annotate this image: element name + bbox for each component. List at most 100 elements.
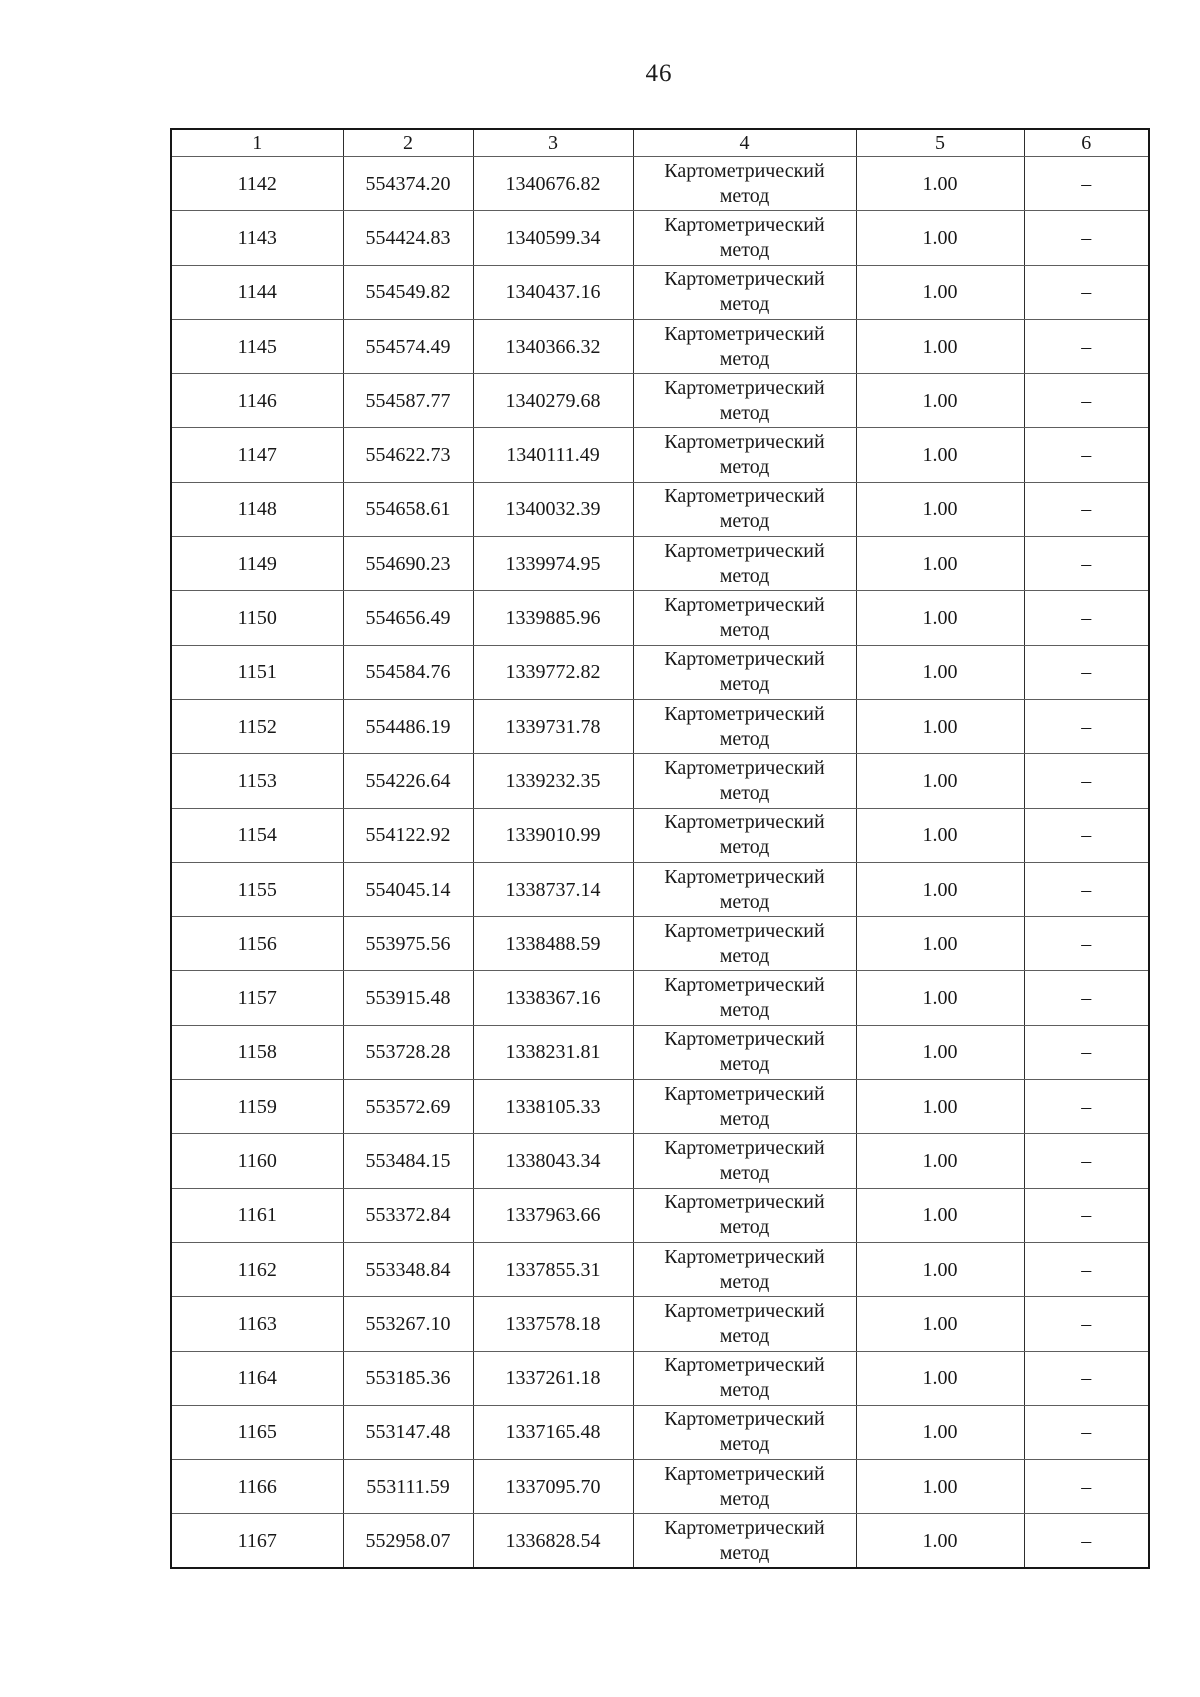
point-number-cell: 1145 [170, 318, 344, 375]
table-row: 1143 554424.83 1340599.34 Картометрический … [170, 210, 1150, 266]
coordinates-table: 1 2 3 4 5 6 1142 554374.20 1340676.82 Карто… [170, 128, 1150, 1570]
coordinate-y-cell: 1340032.39 [472, 481, 634, 538]
description-cell: – [1023, 481, 1150, 538]
coordinate-y-cell: 1336828.54 [472, 1513, 634, 1569]
precision-cell: 1.00 [855, 1187, 1025, 1243]
table-row: 1167 552958.07 1336828.54 Картометрический … [170, 1513, 1150, 1569]
coordinate-x-cell: 553267.10 [342, 1296, 474, 1352]
method-cell: Картометрический метод [632, 807, 857, 863]
coordinate-x-cell: 553185.36 [342, 1350, 474, 1406]
table-row: 1146 554587.77 1340279.68 Картометрический … [170, 373, 1150, 429]
point-number-cell: 1152 [170, 698, 344, 755]
point-number-cell: 1163 [170, 1296, 344, 1352]
coordinate-x-cell: 553147.48 [342, 1404, 474, 1461]
coordinate-x-cell: 553572.69 [342, 1079, 474, 1135]
method-cell: Картометрический метод [632, 753, 857, 809]
column-header-5: 5 [855, 128, 1025, 157]
description-cell: – [1023, 698, 1150, 755]
coordinate-y-cell: 1338367.16 [472, 970, 634, 1026]
table-row: 1161 553372.84 1337963.66 Картометрический … [170, 1187, 1150, 1243]
coordinate-x-cell: 554658.61 [342, 481, 474, 538]
coordinate-x-cell: 554374.20 [342, 155, 474, 212]
table-row: 1164 553185.36 1337261.18 Картометрический … [170, 1350, 1150, 1406]
coordinate-y-cell: 1337578.18 [472, 1296, 634, 1352]
precision-cell: 1.00 [855, 536, 1025, 592]
table-row: 1145 554574.49 1340366.32 Картометрический … [170, 318, 1150, 375]
point-number-cell: 1143 [170, 210, 344, 266]
point-number-cell: 1150 [170, 590, 344, 646]
point-number-cell: 1149 [170, 536, 344, 592]
coordinate-x-cell: 554486.19 [342, 698, 474, 755]
coordinate-y-cell: 1339885.96 [472, 590, 634, 646]
coordinate-x-cell: 553372.84 [342, 1187, 474, 1243]
coordinate-y-cell: 1338043.34 [472, 1133, 634, 1189]
point-number-cell: 1154 [170, 807, 344, 863]
description-cell: – [1023, 318, 1150, 375]
coordinate-y-cell: 1340437.16 [472, 264, 634, 320]
coordinate-x-cell: 554122.92 [342, 807, 474, 863]
method-cell: Картометрический метод [632, 1241, 857, 1298]
method-cell: Картометрический метод [632, 1024, 857, 1081]
description-cell: – [1023, 155, 1150, 212]
coordinate-y-cell: 1340599.34 [472, 210, 634, 266]
coordinate-y-cell: 1340111.49 [472, 427, 634, 483]
column-header-4: 4 [632, 128, 857, 157]
method-cell: Картометрический метод [632, 1350, 857, 1406]
precision-cell: 1.00 [855, 1133, 1025, 1189]
coordinate-y-cell: 1338737.14 [472, 861, 634, 918]
method-cell: Картометрический метод [632, 155, 857, 212]
precision-cell: 1.00 [855, 1241, 1025, 1298]
precision-cell: 1.00 [855, 318, 1025, 375]
point-number-cell: 1144 [170, 264, 344, 320]
table-row: 1162 553348.84 1337855.31 Картометрический … [170, 1241, 1150, 1298]
table-row: 1159 553572.69 1338105.33 Картометрический … [170, 1079, 1150, 1135]
coordinate-x-cell: 553484.15 [342, 1133, 474, 1189]
table-row: 1149 554690.23 1339974.95 Картометрический … [170, 536, 1150, 592]
coordinate-y-cell: 1337261.18 [472, 1350, 634, 1406]
page-number: 46 [645, 60, 673, 87]
method-cell: Картометрический метод [632, 1404, 857, 1461]
method-cell: Картометрический метод [632, 536, 857, 592]
coordinate-x-cell: 553348.84 [342, 1241, 474, 1298]
description-cell: – [1023, 1513, 1150, 1569]
precision-cell: 1.00 [855, 753, 1025, 809]
precision-cell: 1.00 [855, 807, 1025, 863]
method-cell: Картометрический метод [632, 1133, 857, 1189]
coordinate-x-cell: 553975.56 [342, 916, 474, 972]
column-header-3: 3 [472, 128, 634, 157]
point-number-cell: 1158 [170, 1024, 344, 1081]
point-number-cell: 1148 [170, 481, 344, 538]
description-cell: – [1023, 427, 1150, 483]
table-row: 1151 554584.76 1339772.82 Картометрический … [170, 644, 1150, 700]
method-cell: Картометрический метод [632, 1459, 857, 1515]
description-cell: – [1023, 1404, 1150, 1461]
coordinate-x-cell: 553728.28 [342, 1024, 474, 1081]
table-row: 1155 554045.14 1338737.14 Картометрический … [170, 861, 1150, 918]
precision-cell: 1.00 [855, 1404, 1025, 1461]
description-cell: – [1023, 644, 1150, 700]
point-number-cell: 1147 [170, 427, 344, 483]
method-cell: Картометрический метод [632, 916, 857, 972]
precision-cell: 1.00 [855, 264, 1025, 320]
description-cell: – [1023, 970, 1150, 1026]
table-row: 1147 554622.73 1340111.49 Картометрический … [170, 427, 1150, 483]
method-cell: Картометрический метод [632, 1187, 857, 1243]
description-cell: – [1023, 1187, 1150, 1243]
method-cell: Картометрический метод [632, 264, 857, 320]
table-row: 1152 554486.19 1339731.78 Картометрический … [170, 698, 1150, 755]
coordinate-y-cell: 1338488.59 [472, 916, 634, 972]
table-row: 1160 553484.15 1338043.34 Картометрический … [170, 1133, 1150, 1189]
precision-cell: 1.00 [855, 590, 1025, 646]
precision-cell: 1.00 [855, 698, 1025, 755]
coordinate-y-cell: 1339974.95 [472, 536, 634, 592]
table-row: 1153 554226.64 1339232.35 Картометрический … [170, 753, 1150, 809]
point-number-cell: 1153 [170, 753, 344, 809]
coordinate-y-cell: 1339731.78 [472, 698, 634, 755]
coordinate-y-cell: 1338231.81 [472, 1024, 634, 1081]
coordinate-x-cell: 554045.14 [342, 861, 474, 918]
table-row: 1144 554549.82 1340437.16 Картометрический … [170, 264, 1150, 320]
coordinate-y-cell: 1337165.48 [472, 1404, 634, 1461]
method-cell: Картометрический метод [632, 427, 857, 483]
coordinate-x-cell: 554424.83 [342, 210, 474, 266]
